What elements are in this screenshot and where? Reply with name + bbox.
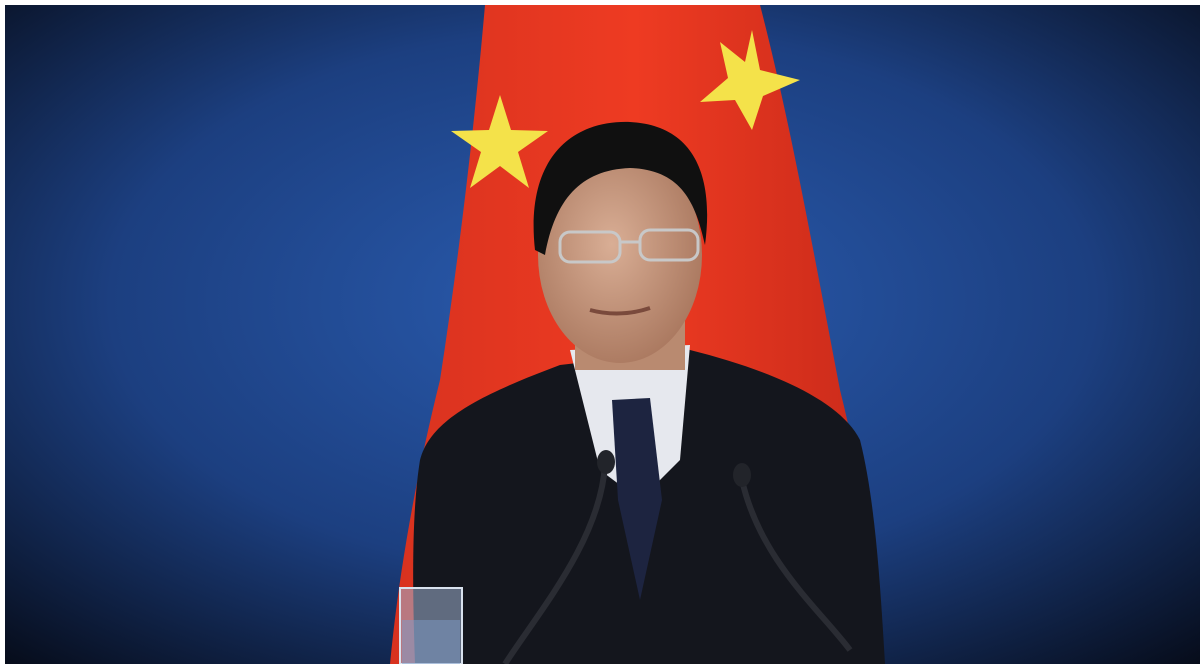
flag-star — [700, 30, 800, 130]
lens — [558, 230, 622, 264]
microphone-head — [733, 463, 751, 487]
water — [402, 620, 460, 664]
microphone-head — [597, 450, 615, 474]
glasses — [558, 228, 700, 264]
hair — [533, 121, 708, 255]
flag-star — [451, 95, 548, 188]
lens — [638, 228, 700, 262]
microphone — [502, 464, 608, 664]
microphone — [739, 479, 853, 652]
tie — [612, 398, 662, 600]
mouth — [589, 306, 651, 316]
